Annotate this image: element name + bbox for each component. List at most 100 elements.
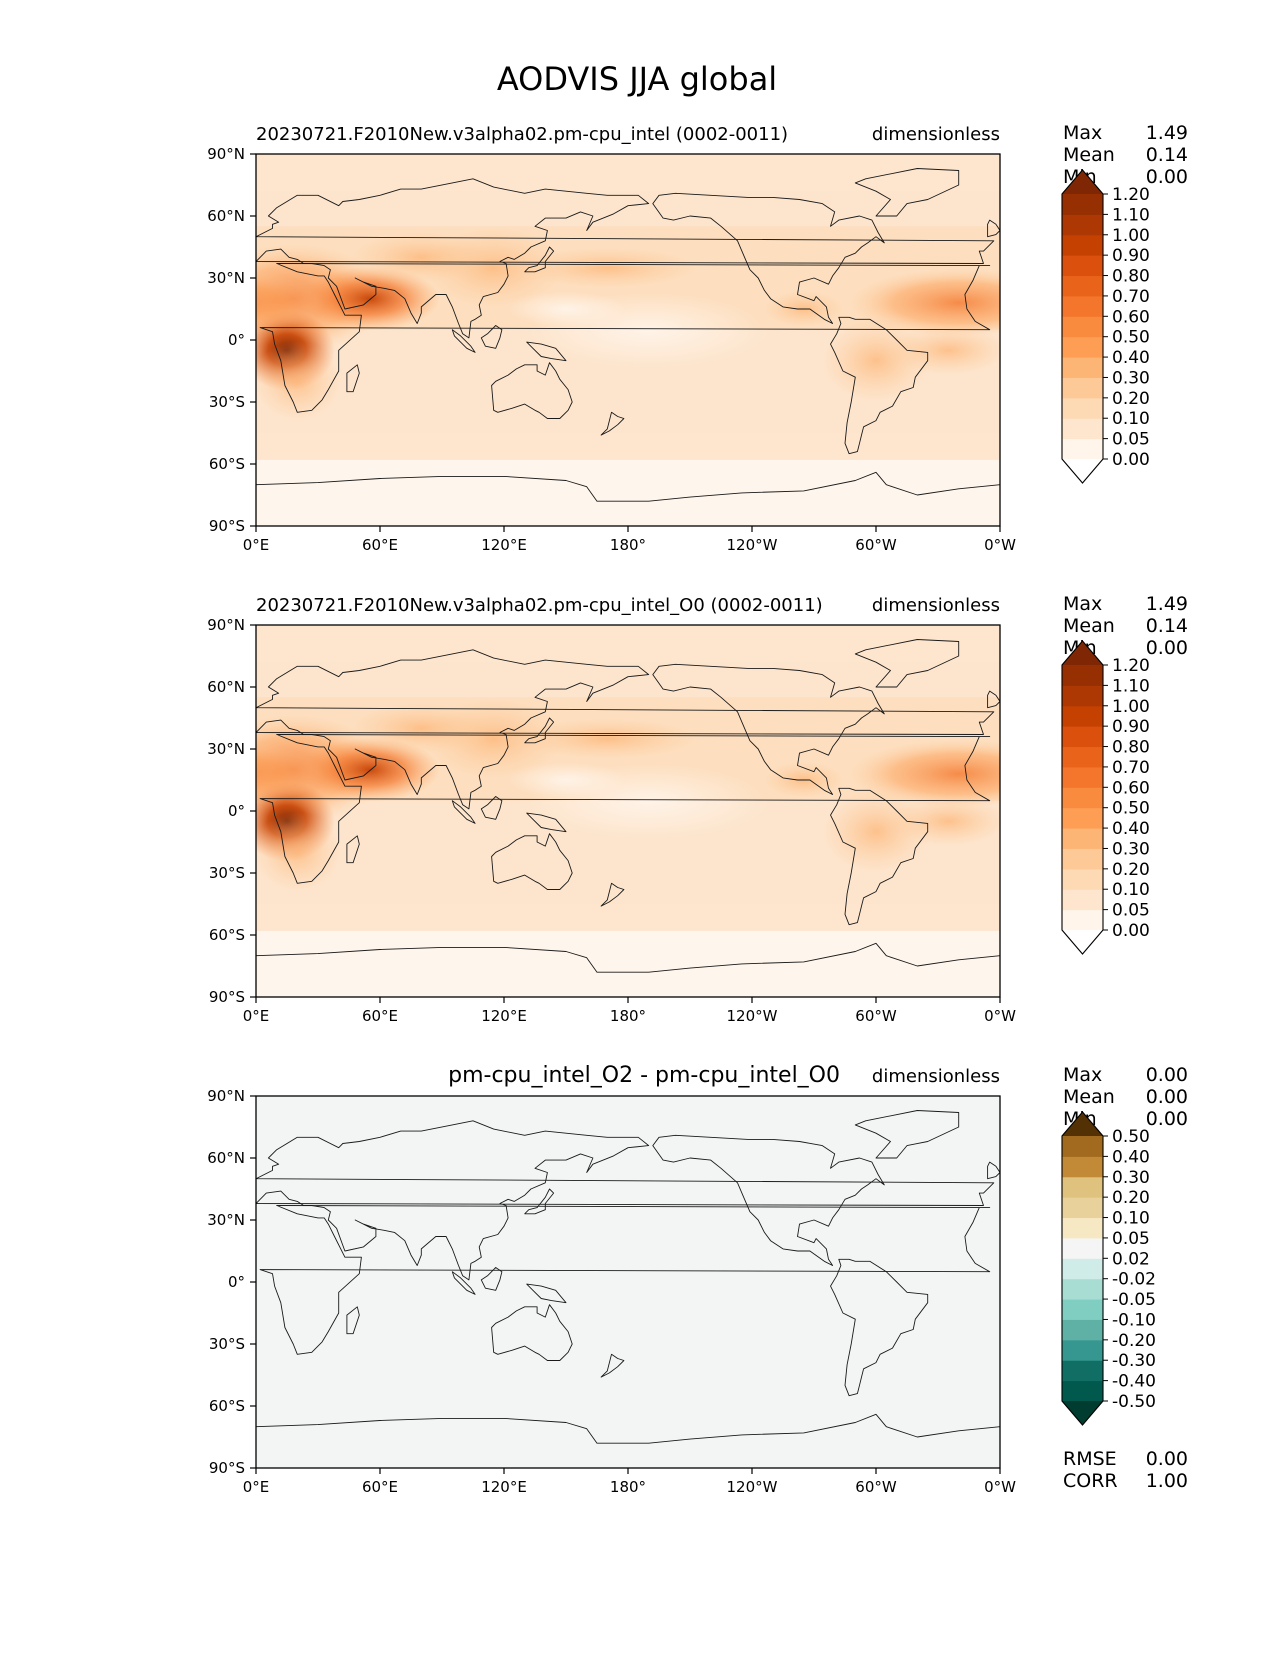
y-tick-label: 90°S xyxy=(209,1459,245,1477)
coastline-africa xyxy=(259,734,991,884)
aod-atlantic-dust-plume-wrap xyxy=(256,271,325,335)
coastline-uk xyxy=(987,219,1000,238)
coastline-southamerica xyxy=(830,316,929,455)
y-tick-label: 30°S xyxy=(209,1335,245,1353)
panel-title: 20230721.F2010New.v3alpha02.pm-cpu_intel… xyxy=(256,595,823,616)
colorbar-bin xyxy=(1062,909,1103,931)
colorbar-tick-label: 0.30 xyxy=(1112,839,1150,859)
stat-label: CORR xyxy=(1063,1470,1118,1492)
x-tick-label: 60°E xyxy=(362,1478,398,1496)
coastline-greenland xyxy=(854,1110,960,1159)
coastline-newzealand xyxy=(600,1353,625,1378)
stat-value: 0.00 xyxy=(1146,1064,1188,1086)
colorbar-bin xyxy=(1062,1176,1103,1198)
colorbar-bin xyxy=(1062,295,1103,317)
y-tick-label: 60°N xyxy=(207,1149,245,1167)
colorbar-tick-label: 0.70 xyxy=(1112,287,1150,307)
x-tick-label: 60°W xyxy=(855,1478,897,1496)
colorbar-bin xyxy=(1062,685,1103,707)
y-tick-label: 90°N xyxy=(207,145,245,163)
colorbar-bin xyxy=(1062,438,1103,460)
y-tick-label: 30°S xyxy=(209,393,245,411)
y-tick-label: 60°N xyxy=(207,678,245,696)
x-tick-label: 60°W xyxy=(855,1007,897,1025)
colorbar: -0.50-0.40-0.30-0.20-0.10-0.05-0.020.020… xyxy=(1061,1111,1156,1426)
y-tick-label: 60°S xyxy=(209,455,245,473)
stat-label: Max xyxy=(1063,122,1102,144)
coastline-borneo xyxy=(480,325,503,349)
y-tick-label: 0° xyxy=(228,1273,245,1291)
colorbar-bin xyxy=(1062,1339,1103,1361)
x-tick-label: 120°W xyxy=(727,1007,778,1025)
colorbar-tick-label: 0.10 xyxy=(1112,880,1150,900)
colorbar-bin xyxy=(1062,377,1103,399)
aod-n-pacific xyxy=(517,247,698,288)
colorbar-tick-label: 0.20 xyxy=(1112,860,1150,880)
colorbar-tick-label: 0.50 xyxy=(1112,328,1150,348)
so-band xyxy=(256,433,1000,460)
aod-arabia-dust xyxy=(299,737,440,802)
coastline-newguinea xyxy=(526,341,567,362)
colorbar-bin xyxy=(1062,726,1103,748)
colorbar-bin xyxy=(1062,255,1103,277)
colorbar-tick-label: 0.02 xyxy=(1112,1249,1150,1269)
stat-label: Max xyxy=(1063,1064,1102,1086)
coastline-africa xyxy=(259,263,991,413)
colorbar-bin xyxy=(1062,746,1103,768)
colorbar-tick-label: 0.50 xyxy=(1112,1127,1150,1147)
colorbar-bin xyxy=(1062,275,1103,297)
colorbar-tick-label: 0.05 xyxy=(1112,901,1150,921)
x-tick-label: 120°W xyxy=(727,1478,778,1496)
colorbar-tick-label: 1.10 xyxy=(1112,205,1150,225)
stat-value: 0.14 xyxy=(1146,615,1188,637)
coastline-newguinea xyxy=(526,1283,567,1304)
x-tick-label: 120°E xyxy=(481,1478,527,1496)
coastline-madagascar xyxy=(346,1306,360,1335)
y-tick-label: 90°S xyxy=(209,988,245,1006)
y-tick-label: 0° xyxy=(228,331,245,349)
colorbar-bin xyxy=(1062,1237,1103,1259)
aod-southern-africa xyxy=(256,341,343,422)
colorbar-bin xyxy=(1062,828,1103,849)
panel-units: dimensionless xyxy=(872,124,1000,145)
x-tick-label: 180° xyxy=(610,1478,646,1496)
coastline-australia xyxy=(491,1304,573,1361)
clean-wpac xyxy=(506,291,626,327)
colorbar-tick-label: -0.10 xyxy=(1112,1310,1156,1330)
colorbar-bin xyxy=(1062,1278,1103,1300)
colorbar-tick-label: 0.90 xyxy=(1112,717,1150,737)
y-tick-label: 60°N xyxy=(207,207,245,225)
colorbar-tick-label: 0.60 xyxy=(1112,307,1150,327)
colorbar: 0.000.050.100.200.300.400.500.600.700.80… xyxy=(1061,640,1150,955)
stat-value: 0.14 xyxy=(1146,144,1188,166)
y-tick-label: 30°N xyxy=(207,269,245,287)
coastline-sumatra xyxy=(451,1271,476,1295)
stat-label: Mean xyxy=(1063,615,1115,637)
coastline-borneo xyxy=(480,1267,503,1291)
coastline-newguinea xyxy=(526,812,567,833)
colorbar-bin xyxy=(1062,1217,1103,1239)
colorbar-bin xyxy=(1062,357,1103,378)
map-content xyxy=(256,1096,1000,1468)
y-tick-label: 60°S xyxy=(209,926,245,944)
colorbar-bin xyxy=(1062,848,1103,870)
colorbar-bin xyxy=(1062,336,1103,358)
polar-band xyxy=(256,459,1000,526)
colorbar-extend-min xyxy=(1062,930,1103,954)
aod-southern-africa xyxy=(256,812,343,893)
colorbar-tick-label: 0.00 xyxy=(1112,450,1150,470)
y-tick-label: 90°S xyxy=(209,517,245,535)
coastline-northamerica xyxy=(652,192,885,324)
y-tick-label: 30°S xyxy=(209,864,245,882)
colorbar-tick-label: -0.02 xyxy=(1112,1270,1156,1290)
y-tick-label: 90°N xyxy=(207,616,245,634)
colorbar-bin xyxy=(1062,1319,1103,1341)
colorbar-bin xyxy=(1062,1380,1103,1402)
aod-central-asia xyxy=(351,232,492,283)
colorbar-tick-label: 0.40 xyxy=(1112,819,1150,839)
map-axes: 0°E 60°E 120°E 180° 120°W 60°W 0°W 90°N 60°N 30°N… xyxy=(207,145,1016,554)
colorbar-tick-label: -0.40 xyxy=(1112,1372,1156,1392)
x-tick-label: 180° xyxy=(610,1007,646,1025)
colorbar-tick-label: 1.20 xyxy=(1112,185,1150,205)
